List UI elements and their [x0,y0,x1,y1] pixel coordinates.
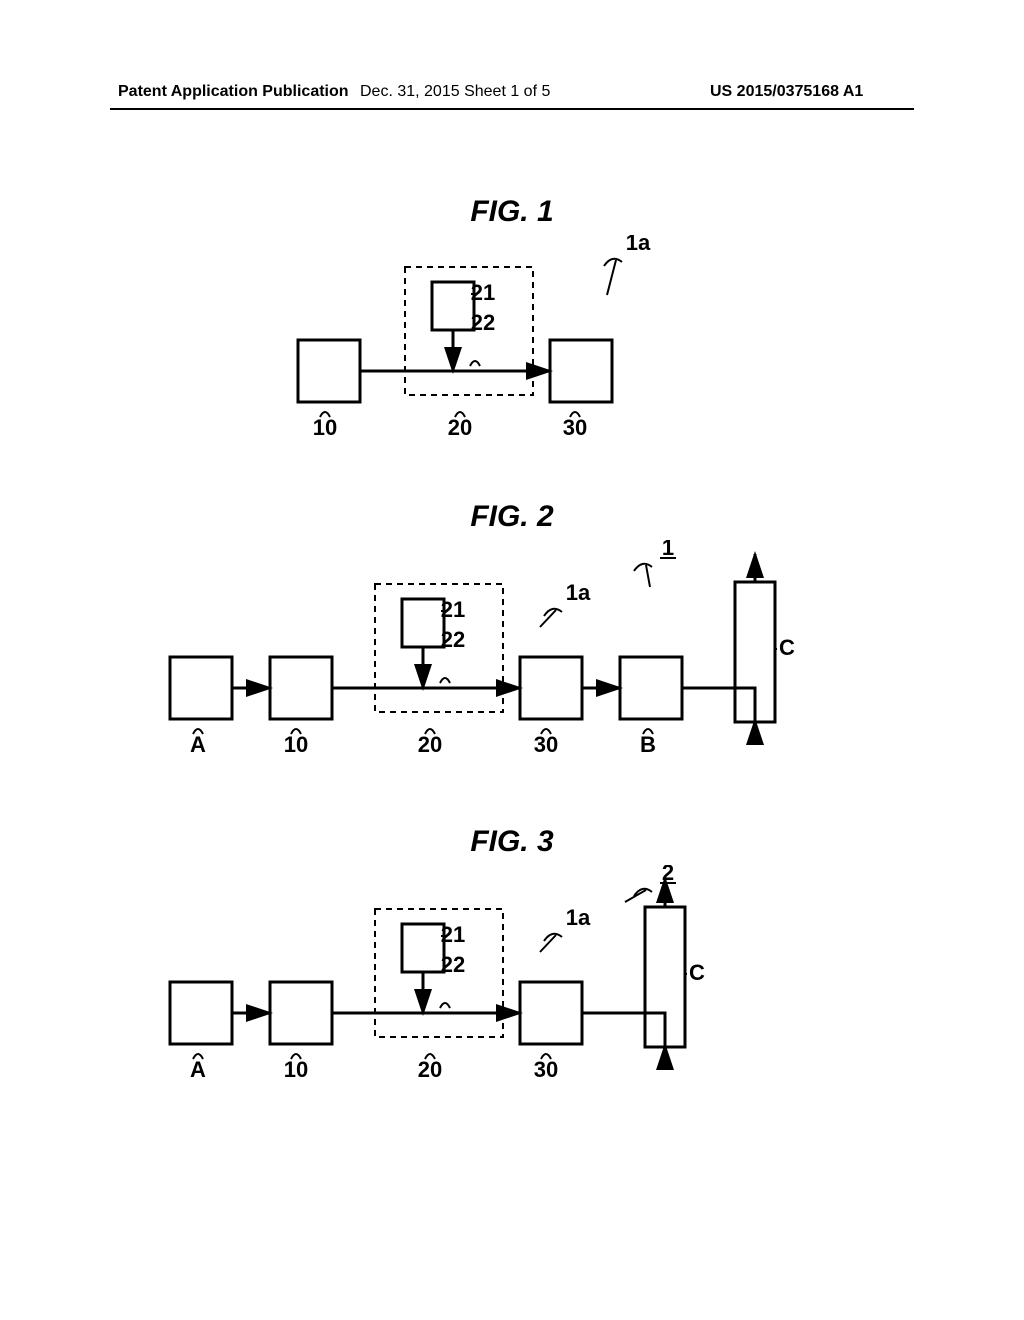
svg-text:A: A [190,732,206,757]
svg-text:21: 21 [441,597,465,622]
svg-text:B: B [640,732,656,757]
svg-text:22: 22 [441,627,465,652]
header-right: US 2015/0375168 A1 [710,83,863,101]
svg-text:20: 20 [418,1057,442,1082]
header-left: Patent Application Publication [118,83,349,101]
fig3-title: FIG. 3 [0,825,1024,859]
svg-text:C: C [779,635,795,660]
page: Patent Application Publication Dec. 31, … [0,0,1024,1320]
svg-text:21: 21 [471,280,495,305]
fig2-title: FIG. 2 [0,500,1024,534]
svg-text:20: 20 [448,415,472,440]
svg-text:C: C [689,960,705,985]
svg-text:1a: 1a [626,235,651,255]
fig2-diagram: A102030BC21221a1 [140,540,880,780]
svg-text:10: 10 [284,732,308,757]
svg-text:1a: 1a [566,580,591,605]
svg-text:A: A [190,1057,206,1082]
fig1-title: FIG. 1 [0,195,1024,229]
svg-text:10: 10 [313,415,337,440]
header-center: Dec. 31, 2015 Sheet 1 of 5 [360,83,550,101]
fig1-diagram: 10 20 30 21 22 1a [260,235,760,470]
svg-text:21: 21 [441,922,465,947]
svg-text:30: 30 [563,415,587,440]
svg-text:10: 10 [284,1057,308,1082]
fig3-diagram: A102030C21221a2 [140,865,880,1105]
svg-text:20: 20 [418,732,442,757]
svg-text:30: 30 [534,732,558,757]
header-rule [110,108,914,110]
svg-text:22: 22 [471,310,495,335]
svg-text:1a: 1a [566,905,591,930]
svg-text:30: 30 [534,1057,558,1082]
svg-text:22: 22 [441,952,465,977]
